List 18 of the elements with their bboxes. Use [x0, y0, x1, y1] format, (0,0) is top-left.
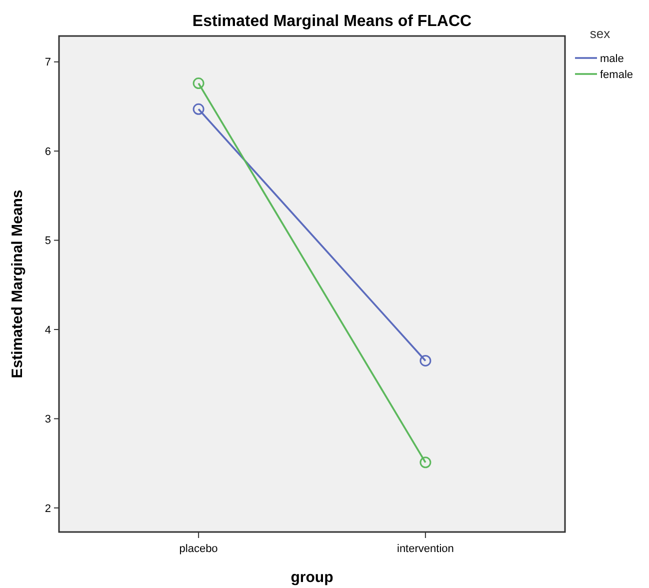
chart-title: Estimated Marginal Means of FLACC [192, 13, 472, 30]
legend-title: sex [590, 26, 611, 41]
legend-label: male [600, 52, 624, 65]
legend-label: female [600, 68, 634, 81]
y-tick-label: 4 [44, 324, 51, 336]
point [420, 354, 432, 366]
point [192, 78, 204, 90]
y-axis-title: Estimated Marginal Means [9, 190, 26, 378]
y-tick-label: 6 [44, 146, 51, 158]
y-tick-label: 3 [44, 414, 51, 426]
x-tick-label: placebo [179, 543, 218, 555]
y-tick-label: 2 [44, 502, 51, 515]
x-tick-label: intervention [397, 543, 454, 555]
point [420, 456, 432, 468]
point [192, 103, 204, 115]
y-tick-label: 5 [44, 235, 51, 248]
x-axis-title: group [290, 569, 334, 586]
y-tick-label: 7 [44, 56, 51, 69]
